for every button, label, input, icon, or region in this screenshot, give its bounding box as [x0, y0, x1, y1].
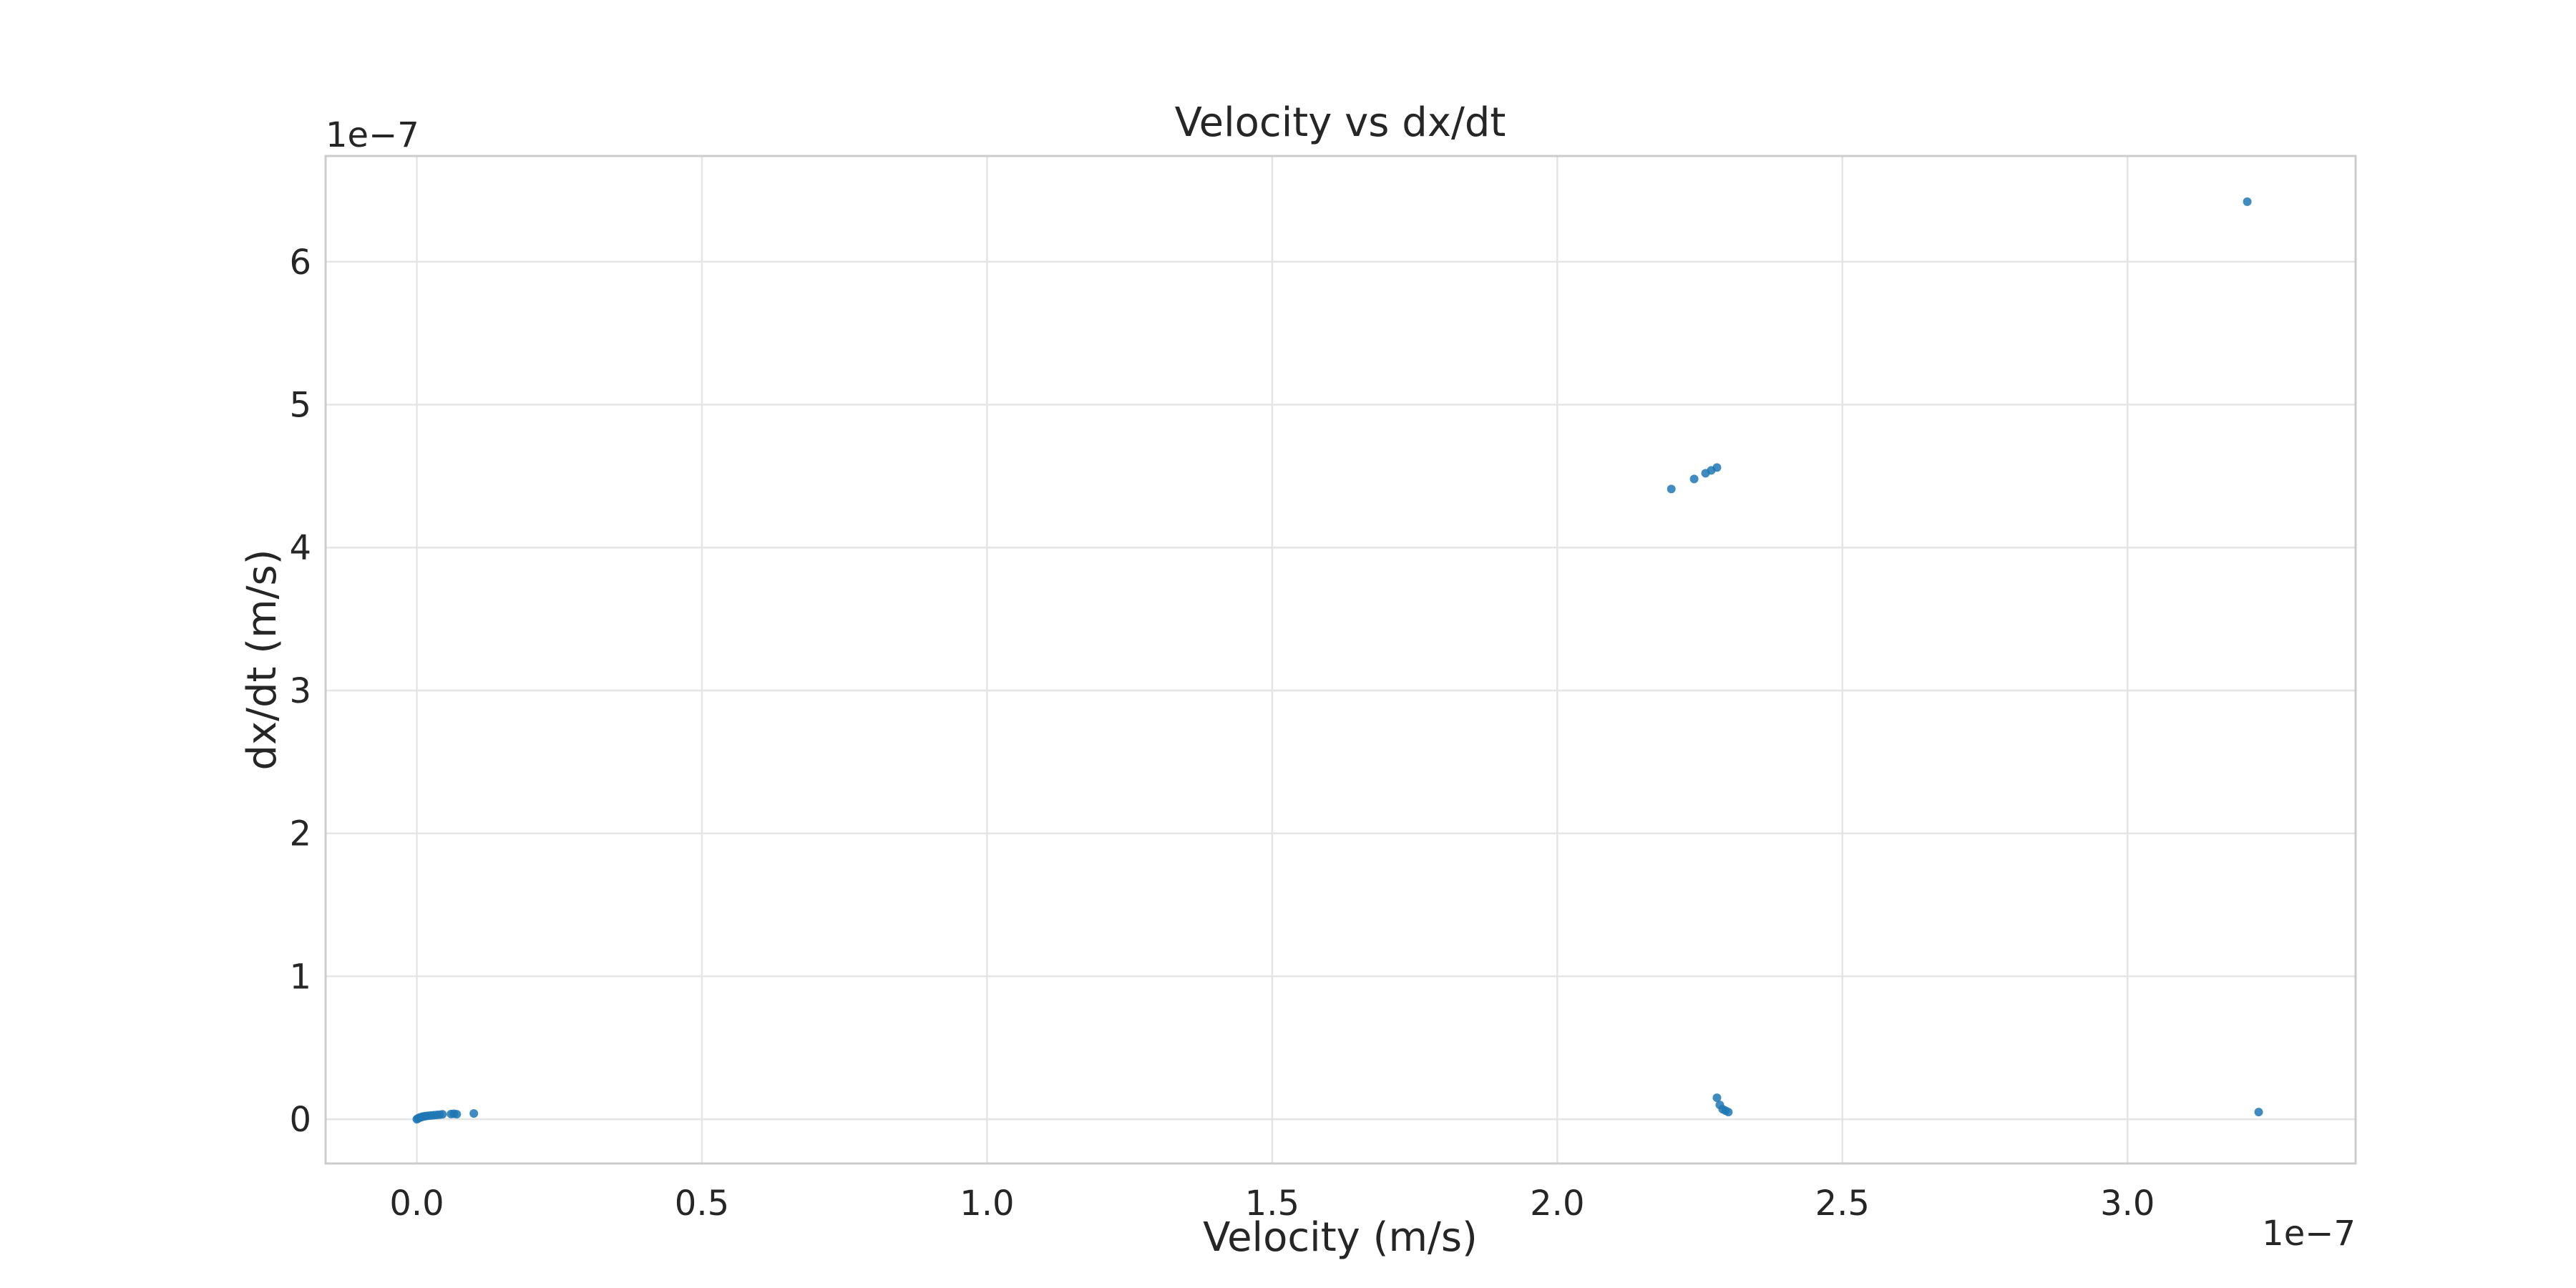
- data-point: [469, 1109, 479, 1118]
- x-tick-label: 2.0: [1530, 1184, 1584, 1224]
- x-tick-label: 1.0: [960, 1184, 1014, 1224]
- y-offset-text: 1e−7: [326, 115, 419, 155]
- chart-title: Velocity vs dx/dt: [1175, 99, 1506, 146]
- data-points: [412, 197, 2263, 1124]
- x-tick-label: 3.0: [2100, 1184, 2155, 1224]
- data-point: [1712, 463, 1722, 472]
- data-point: [1724, 1108, 1733, 1117]
- y-tick-label: 3: [289, 671, 311, 711]
- data-point: [1689, 474, 1699, 484]
- x-tick-label: 2.5: [1815, 1184, 1870, 1224]
- plot-frame: [324, 155, 2357, 1165]
- data-point: [1667, 484, 1676, 494]
- x-tick-label: 1.5: [1245, 1184, 1299, 1224]
- y-axis-label: dx/dt (m/s): [239, 549, 286, 770]
- data-point: [452, 1110, 462, 1119]
- x-tick-label: 0.0: [389, 1184, 444, 1224]
- y-tick-label: 0: [289, 1100, 311, 1140]
- tick-labels: 0.0 0.5 1.0 1.5 2.0 2.5 3.0 0 1 2 3 4 5 6: [289, 243, 2155, 1224]
- data-point: [2243, 197, 2252, 206]
- y-tick-label: 1: [289, 957, 311, 997]
- y-tick-label: 2: [289, 814, 311, 854]
- x-offset-text: 1e−7: [2262, 1214, 2356, 1254]
- data-point: [438, 1110, 447, 1119]
- y-tick-label: 5: [289, 386, 311, 426]
- y-tick-label: 6: [289, 243, 311, 283]
- x-axis-label: Velocity (m/s): [1203, 1214, 1478, 1261]
- x-tick-label: 0.5: [675, 1184, 729, 1224]
- grid: [326, 156, 2356, 1163]
- data-point: [1712, 1093, 1722, 1103]
- data-point: [2254, 1108, 2263, 1117]
- y-tick-label: 4: [289, 528, 311, 568]
